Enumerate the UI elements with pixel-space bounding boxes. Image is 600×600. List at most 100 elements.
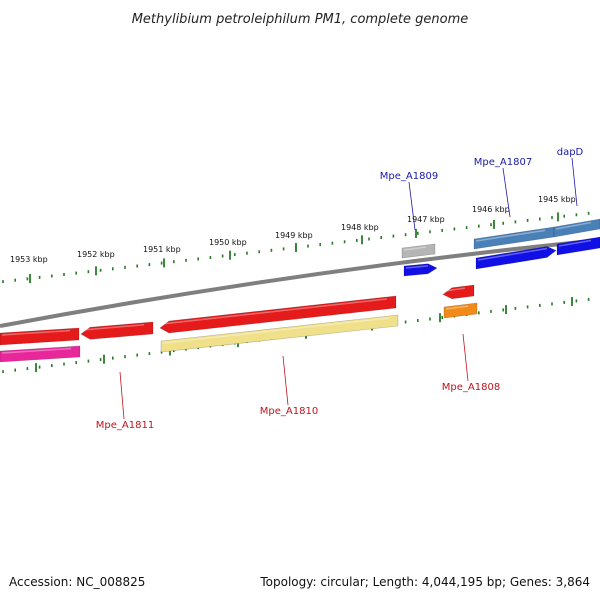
- inner-track-minor-tick: [148, 352, 151, 356]
- outer-track-minor-tick: [392, 234, 395, 238]
- outer-track-minor-tick: [404, 233, 407, 237]
- inner-track-minor-tick: [404, 320, 407, 324]
- inner-track-minor-tick: [429, 317, 431, 321]
- tick-labels: 1953 kbp 1952 kbp 1951 kbp 1950 kbp 1949 kbp…: [10, 195, 576, 264]
- gene-label-leader: [408, 181, 416, 231]
- inner-track-major-tick: [35, 363, 37, 373]
- outer-track-minor-tick: [75, 271, 77, 275]
- outer-track-minor-tick: [551, 216, 553, 220]
- outer-track-minor-tick: [441, 228, 443, 232]
- gene-feature-orange: [443, 302, 478, 319]
- gene-feature-steelblue: [553, 218, 600, 238]
- outer-track-minor-tick: [124, 265, 126, 269]
- inner-track-minor-tick: [490, 309, 492, 313]
- tick-label: 1952 kbp: [77, 250, 115, 259]
- gene-feature-blue: [475, 246, 557, 270]
- gene-feature-gray: [401, 243, 436, 259]
- outer-track-minor-tick: [2, 280, 4, 284]
- inner-track-minor-tick: [160, 350, 163, 354]
- outer-track-major-tick: [493, 219, 495, 229]
- inner-track-minor-tick: [38, 365, 41, 369]
- genome-summary-text: Topology: circular; Length: 4,044,195 bp…: [259, 575, 590, 589]
- inner-track-minor-tick: [478, 311, 480, 315]
- outer-track-minor-tick: [368, 237, 370, 241]
- outer-track-minor-tick: [453, 227, 456, 231]
- outer-track-minor-tick: [270, 248, 273, 252]
- inner-track-minor-tick: [75, 361, 77, 365]
- tick-label: 1947 kbp: [407, 215, 445, 224]
- tick-label: 1953 kbp: [10, 255, 48, 264]
- outer-track-minor-tick: [136, 264, 138, 268]
- gene-feature-blue: [556, 236, 600, 256]
- outer-track-minor-tick: [356, 238, 358, 242]
- tick-label: 1946 kbp: [472, 205, 510, 214]
- outer-track-major-tick: [95, 266, 97, 276]
- outer-tick-track: [2, 211, 590, 284]
- outer-track-minor-tick: [307, 244, 309, 248]
- outer-track-minor-tick: [514, 220, 517, 224]
- outer-track-minor-tick: [478, 224, 480, 228]
- gene-feature-red: [80, 321, 154, 340]
- inner-track-minor-tick: [26, 367, 29, 371]
- outer-track-minor-tick: [258, 250, 260, 254]
- tick-label: 1949 kbp: [275, 231, 313, 240]
- outer-track-major-tick: [29, 274, 31, 283]
- gene-label-leader: [282, 355, 289, 406]
- inner-track-major-tick: [505, 305, 507, 315]
- inner-track-minor-tick: [502, 308, 504, 312]
- gene-feature-blue: [403, 263, 438, 277]
- outer-track-minor-tick: [160, 261, 163, 265]
- inner-track-major-tick: [103, 354, 105, 364]
- outer-track-minor-tick: [575, 213, 578, 217]
- gene-label: Mpe_A1808: [442, 382, 500, 393]
- outer-track-minor-tick: [51, 274, 53, 278]
- inner-track-minor-tick: [539, 303, 541, 307]
- outer-track-minor-tick: [246, 251, 248, 255]
- gene-label-leader: [571, 157, 578, 207]
- inner-track-minor-tick: [124, 355, 126, 359]
- outer-track-major-tick: [415, 229, 417, 238]
- outer-track-minor-tick: [173, 260, 175, 264]
- inner-track-minor-tick: [14, 368, 16, 372]
- gene-label-leader: [119, 371, 125, 420]
- inner-track-minor-tick: [563, 300, 565, 304]
- inner-track-minor-tick: [2, 370, 4, 374]
- feature-track: [0, 218, 600, 363]
- outer-track-minor-tick: [87, 270, 90, 274]
- accession-text: Accession: NC_008825: [9, 575, 145, 589]
- gene-feature-khaki: [160, 314, 399, 353]
- inner-track-minor-tick: [551, 302, 553, 306]
- outer-track-minor-tick: [343, 240, 346, 244]
- outer-track-major-tick: [163, 258, 165, 268]
- outer-track-minor-tick: [465, 226, 468, 230]
- gene-labels: Mpe_A1809 Mpe_A1807 dapD Mpe_A1811 Mpe_A1810…: [96, 147, 584, 431]
- tick-label: 1951 kbp: [143, 245, 181, 254]
- outer-track-minor-tick: [209, 256, 212, 259]
- outer-track-major-tick: [229, 250, 231, 260]
- outer-track-minor-tick: [563, 214, 565, 218]
- gene-label: Mpe_A1811: [96, 420, 154, 431]
- inner-track-minor-tick: [112, 356, 114, 360]
- inner-track-minor-tick: [575, 299, 578, 303]
- outer-track-minor-tick: [502, 221, 504, 225]
- gene-label: dapD: [557, 147, 584, 158]
- outer-track-major-tick: [295, 243, 297, 252]
- outer-track-minor-tick: [63, 273, 65, 276]
- outer-track-minor-tick: [38, 275, 41, 279]
- inner-track-minor-tick: [87, 359, 90, 363]
- map-title: Methylibium petroleiphilum PM1, complete…: [132, 12, 469, 27]
- gene-feature-red: [442, 284, 475, 300]
- gene-label: Mpe_A1809: [380, 171, 438, 182]
- outer-track-minor-tick: [26, 277, 29, 281]
- outer-track-minor-tick: [148, 263, 151, 267]
- outer-track-minor-tick: [417, 231, 419, 235]
- outer-track-minor-tick: [380, 236, 382, 239]
- outer-track-minor-tick: [282, 247, 285, 251]
- inner-track-minor-tick: [417, 319, 419, 322]
- outer-track-minor-tick: [221, 254, 224, 258]
- genome-backbone: [0, 238, 600, 328]
- inner-track-minor-tick: [173, 349, 175, 353]
- gene-feature-red: [0, 327, 80, 346]
- inner-track-minor-tick: [136, 353, 138, 357]
